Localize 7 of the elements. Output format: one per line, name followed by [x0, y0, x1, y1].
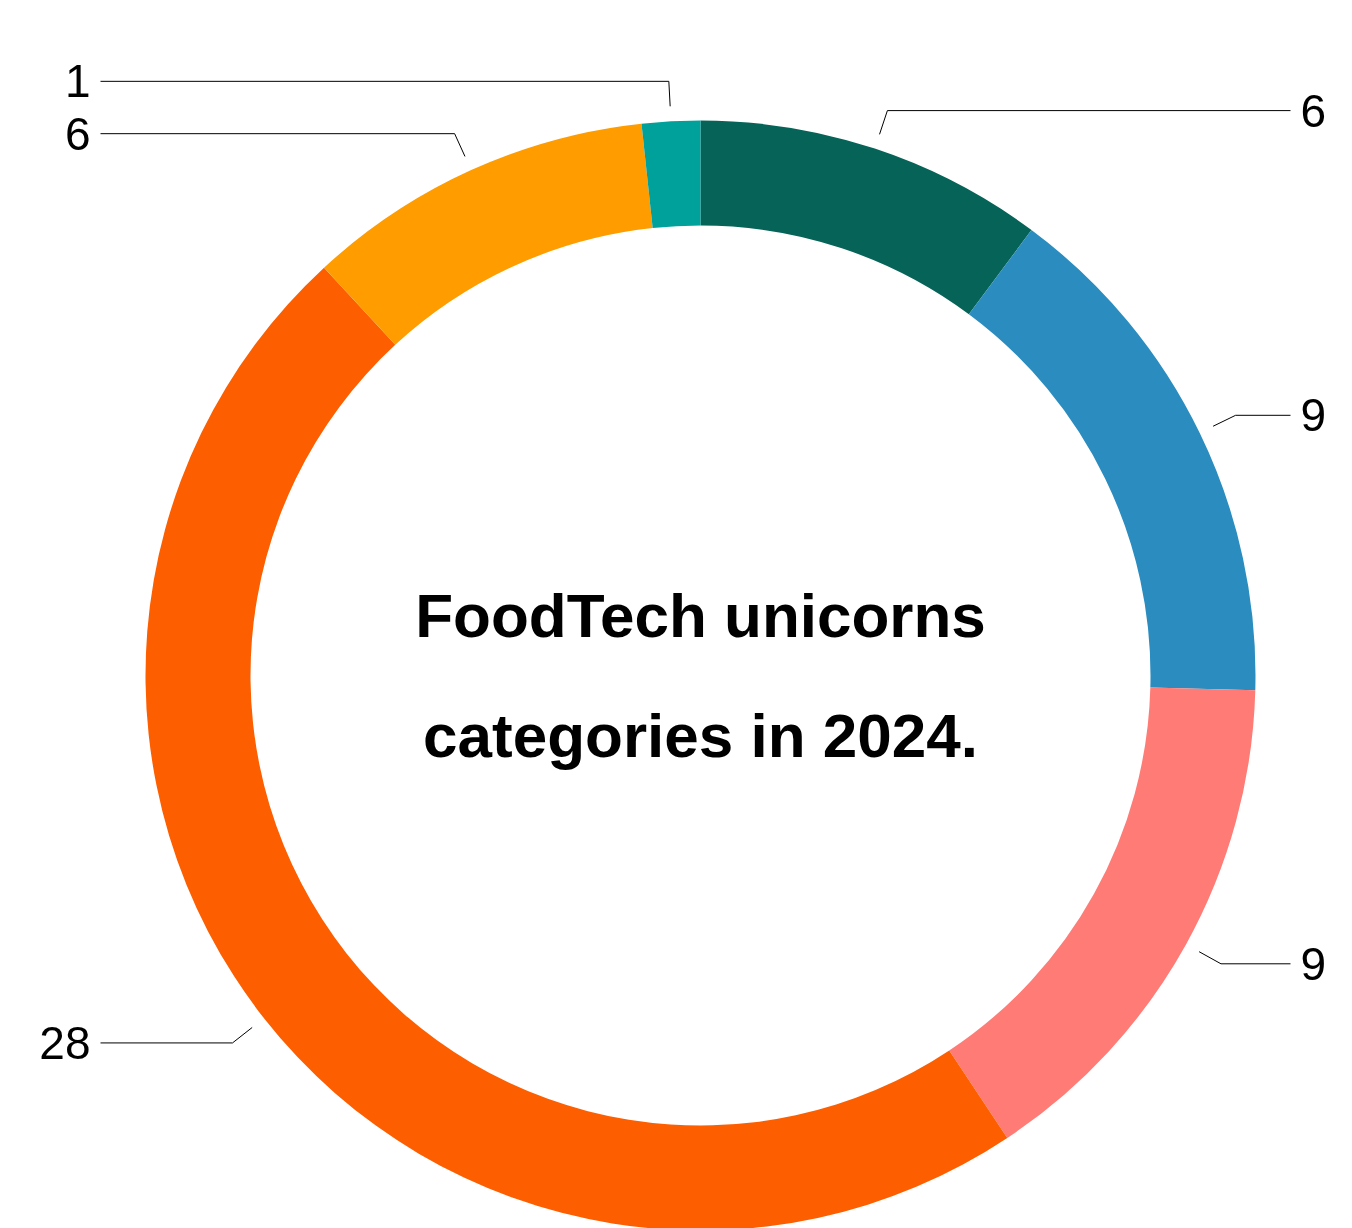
data-label: 28 — [39, 1016, 91, 1069]
data-label: 9 — [1300, 937, 1327, 990]
data-label: 9 — [1300, 389, 1327, 442]
data-label: 6 — [1300, 84, 1327, 137]
text: FoodTech unicorns categories in 2024. — [415, 581, 986, 770]
data-label: 6 — [64, 107, 91, 160]
data-label: 1 — [64, 55, 91, 108]
